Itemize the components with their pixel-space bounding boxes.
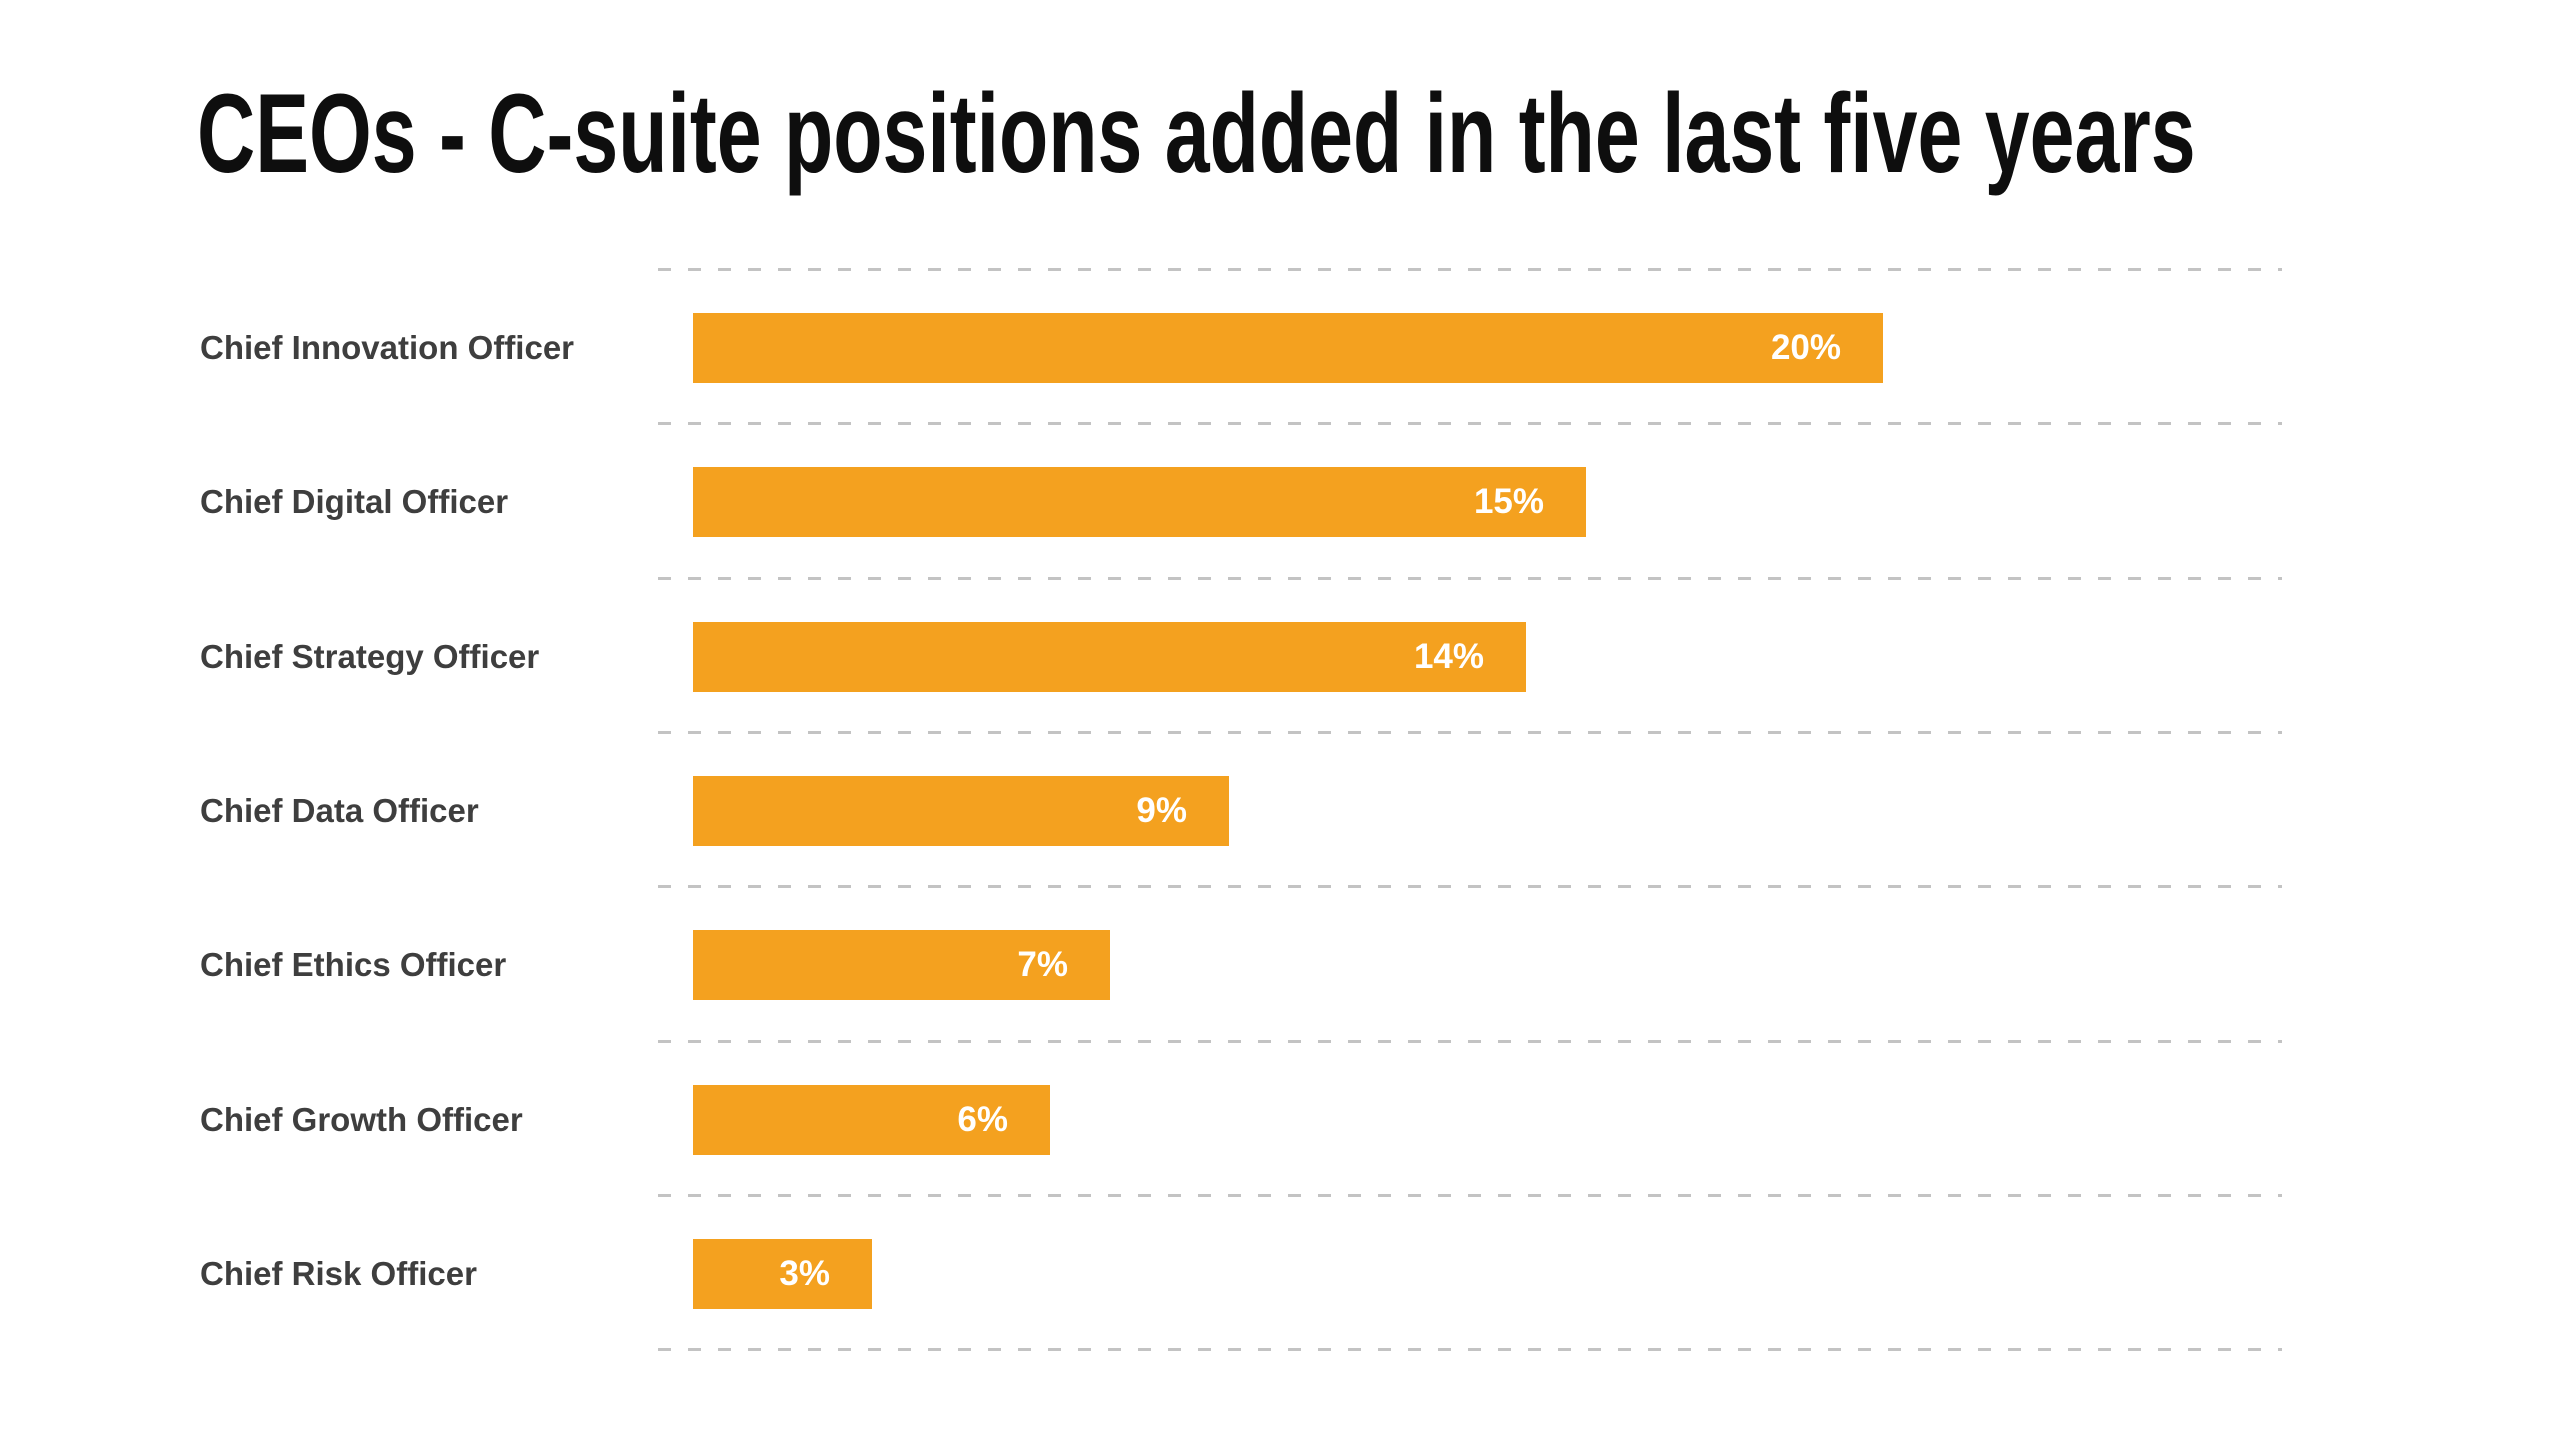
gridline-dashed-bottom: [658, 1348, 2282, 1352]
bar-row: Chief Ethics Officer 7%: [0, 885, 2560, 1040]
chart-title: CEOs - C-suite positions added in the la…: [197, 71, 2196, 196]
category-label: Chief Digital Officer: [200, 483, 509, 521]
category-label: Chief Growth Officer: [200, 1100, 523, 1138]
gridline-dashed: [658, 576, 2282, 580]
bar-row: Chief Risk Officer 3%: [0, 1193, 2560, 1349]
bar: 14%: [693, 621, 1526, 692]
bar: 20%: [693, 313, 1883, 383]
bar: 9%: [693, 775, 1229, 846]
bar-row: Chief Strategy Officer 14%: [0, 576, 2560, 732]
value-label: 3%: [779, 1253, 830, 1293]
value-label: 9%: [1136, 790, 1187, 830]
value-label: 7%: [1017, 945, 1068, 985]
value-label: 6%: [957, 1099, 1008, 1139]
category-label: Chief Data Officer: [200, 791, 479, 829]
bar: 15%: [693, 467, 1586, 538]
gridline-dashed: [658, 1193, 2282, 1197]
value-label: 20%: [1770, 328, 1841, 367]
gridline-dashed: [658, 268, 2282, 271]
bar-row: Chief Digital Officer 15%: [0, 422, 2560, 577]
bar-row: Chief Data Officer 9%: [0, 730, 2560, 886]
value-label: 14%: [1413, 636, 1484, 676]
bar-row: Chief Innovation Officer 20%: [0, 268, 2560, 423]
bar-row: Chief Growth Officer 6%: [0, 1039, 2560, 1195]
category-label: Chief Strategy Officer: [200, 637, 540, 675]
gridline-dashed: [658, 885, 2282, 889]
bar: 3%: [693, 1238, 872, 1309]
gridline-dashed: [658, 422, 2282, 426]
category-label: Chief Risk Officer: [200, 1254, 477, 1292]
bar: 7%: [693, 930, 1110, 1001]
category-label: Chief Innovation Officer: [200, 329, 575, 366]
bar-chart: Chief Innovation Officer 20% Chief Digit…: [0, 268, 2560, 1354]
gridline-dashed: [658, 1039, 2282, 1043]
gridline-dashed: [658, 730, 2282, 734]
value-label: 15%: [1473, 482, 1544, 522]
bar: 6%: [693, 1084, 1050, 1155]
category-label: Chief Ethics Officer: [200, 946, 507, 984]
